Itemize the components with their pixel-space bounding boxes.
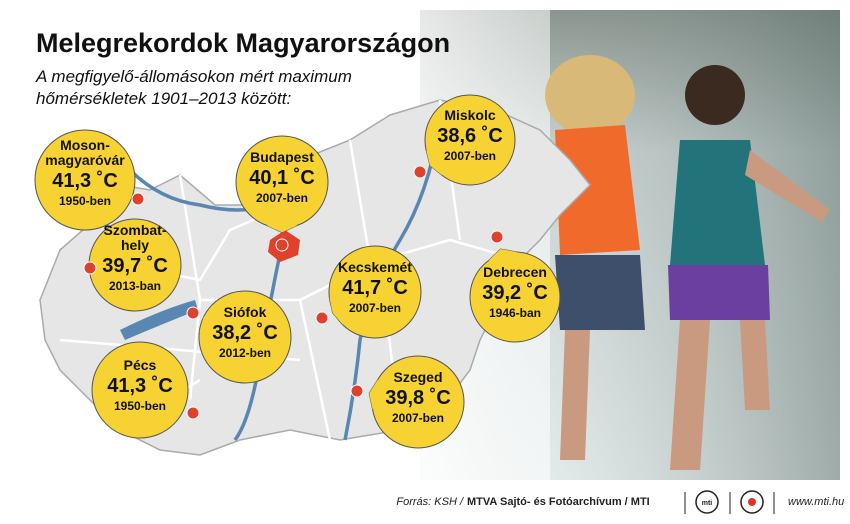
bubble	[424, 94, 516, 186]
city-year: 1950-ben	[114, 399, 166, 413]
city-name: Kecskemét	[338, 259, 412, 275]
source: Forrás: KSH /	[396, 496, 464, 508]
city-year: 2007-ben	[444, 149, 496, 163]
city-name: Moson-	[60, 137, 110, 153]
photo	[350, 10, 840, 480]
bubble	[91, 341, 189, 439]
city-name: Szeged	[393, 369, 442, 385]
city-temp: 41,7 ˚C	[342, 276, 408, 299]
bubble-tail-cover	[488, 249, 518, 261]
city-name: Siófok	[224, 304, 267, 320]
city-name: Debrecen	[483, 264, 547, 280]
city-temp: 41,3 ˚C	[107, 374, 173, 397]
city-name: Miskolc	[444, 107, 496, 123]
city-temp: 38,6 ˚C	[437, 124, 503, 147]
city-dot	[490, 230, 504, 244]
bubble	[328, 245, 422, 339]
city-temp: 40,1 ˚C	[249, 166, 315, 189]
city-year: 2007-ben	[349, 301, 401, 315]
city-temp: 39,7 ˚C	[102, 254, 168, 277]
bubble-tail-cover	[174, 392, 188, 424]
city-name: magyaróvár	[45, 152, 125, 168]
agency: MTVA Sajtó- és Fotóarchívum / MTI	[467, 496, 650, 508]
city-name: Szombat-	[104, 222, 167, 238]
subtitle: A megfigyelő-állomásokon mért maximum	[35, 67, 352, 86]
bubble-tail-cover	[426, 149, 443, 176]
city-dot	[275, 238, 289, 252]
city-temp: 39,2 ˚C	[482, 281, 548, 304]
bubble-tail-cover	[199, 304, 213, 334]
city-name: Budapest	[250, 149, 314, 165]
bubble	[198, 290, 292, 384]
city-temp: 39,8 ˚C	[385, 386, 451, 409]
city-year: 1946-ban	[489, 306, 541, 320]
city-year: 1950-ben	[59, 194, 111, 208]
city-year: 2007-ben	[392, 411, 444, 425]
city-year: 2007-ben	[256, 191, 308, 205]
city-year: 2013-ban	[109, 279, 161, 293]
city-dot	[186, 306, 200, 320]
city-temp: 41,3 ˚C	[52, 169, 118, 192]
city-dot	[186, 406, 200, 420]
subtitle: hőmérsékletek 1901–2013 között:	[36, 89, 291, 108]
bubble	[34, 129, 136, 231]
bubble-tail-cover	[369, 378, 379, 410]
city-temp: 38,2 ˚C	[212, 321, 278, 344]
city-name: hely	[121, 237, 149, 253]
bubble-tail-cover	[329, 296, 344, 326]
city-dot	[350, 384, 364, 398]
logo: mti	[702, 500, 713, 507]
city-dot	[131, 192, 145, 206]
city-name: Pécs	[124, 357, 157, 373]
title: Melegrekordok Magyarországon	[36, 28, 450, 58]
bubble-tail-cover	[266, 225, 298, 233]
bubble-tail-cover	[123, 179, 135, 212]
city-dot	[83, 261, 97, 275]
city-dot	[413, 165, 427, 179]
url: www.mti.hu	[788, 496, 844, 508]
city-dot	[315, 311, 329, 325]
city-year: 2012-ben	[219, 346, 271, 360]
footer: Forrás: KSH / MTVA Sajtó- és Fotóarchívu…	[396, 490, 844, 514]
